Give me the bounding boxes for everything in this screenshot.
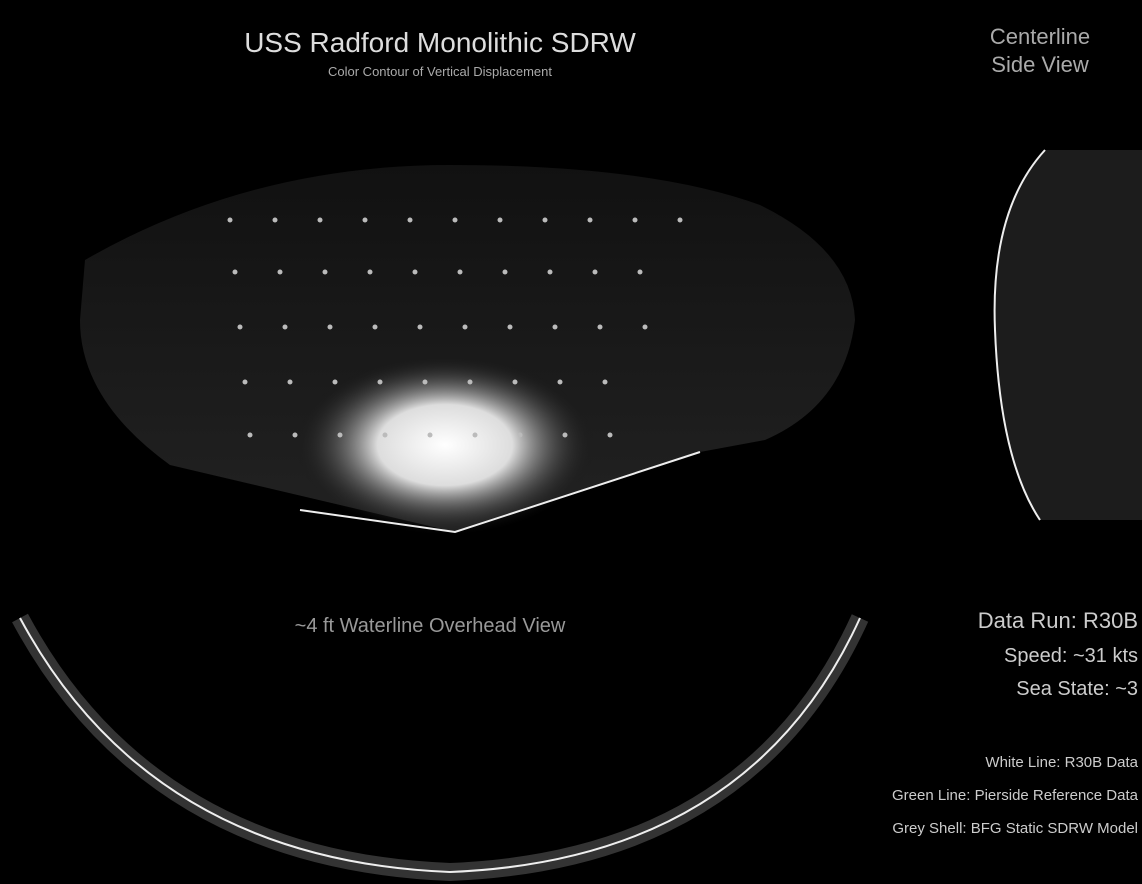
run-info: Data Run: R30B xyxy=(978,608,1138,633)
sensor-point xyxy=(368,270,373,275)
side-view-label: Centerline xyxy=(990,24,1090,49)
sensor-point xyxy=(323,270,328,275)
sensor-point xyxy=(513,380,518,385)
overhead-label: ~4 ft Waterline Overhead View xyxy=(295,615,566,637)
sensor-point xyxy=(413,270,418,275)
sensor-point xyxy=(558,380,563,385)
side-view-shell xyxy=(995,150,1142,520)
sensor-point xyxy=(228,218,233,223)
sensor-point xyxy=(643,325,648,330)
sensor-point xyxy=(238,325,243,330)
sensor-point xyxy=(453,218,458,223)
sensor-point xyxy=(543,218,548,223)
legend-entry: Grey Shell: BFG Static SDRW Model xyxy=(892,820,1138,837)
subtitle: Color Contour of Vertical Displacement xyxy=(328,64,552,79)
sensor-point xyxy=(373,325,378,330)
page: USS Radford Monolithic SDRW Color Contou… xyxy=(0,0,1142,884)
sensor-point xyxy=(468,380,473,385)
sensor-point xyxy=(603,380,608,385)
sensor-point xyxy=(243,380,248,385)
sensor-point xyxy=(318,218,323,223)
sensor-point xyxy=(278,270,283,275)
sensor-point xyxy=(678,218,683,223)
run-info: Speed: ~31 kts xyxy=(1004,645,1138,667)
sensor-point xyxy=(548,270,553,275)
sensor-point xyxy=(338,433,343,438)
sensor-point xyxy=(503,270,508,275)
sensor-point xyxy=(423,380,428,385)
sensor-point xyxy=(633,218,638,223)
sensor-point xyxy=(553,325,558,330)
sensor-point xyxy=(418,325,423,330)
sensor-point xyxy=(363,218,368,223)
sensor-point xyxy=(248,433,253,438)
sensor-point xyxy=(638,270,643,275)
run-info: Sea State: ~3 xyxy=(1016,678,1138,700)
sensor-point xyxy=(328,325,333,330)
sensor-point xyxy=(563,433,568,438)
side-view-label: Side View xyxy=(991,52,1089,77)
displacement-contour xyxy=(295,355,595,535)
sensor-point xyxy=(498,218,503,223)
legend-entry: White Line: R30B Data xyxy=(985,754,1138,771)
sensor-point xyxy=(593,270,598,275)
sensor-point xyxy=(383,433,388,438)
sensor-point xyxy=(408,218,413,223)
sensor-point xyxy=(428,433,433,438)
visualization: USS Radford Monolithic SDRW Color Contou… xyxy=(0,0,1142,884)
sensor-point xyxy=(288,380,293,385)
sensor-point xyxy=(473,433,478,438)
sensor-point xyxy=(588,218,593,223)
sensor-point xyxy=(333,380,338,385)
sensor-point xyxy=(598,325,603,330)
sensor-point xyxy=(283,325,288,330)
title: USS Radford Monolithic SDRW xyxy=(244,27,636,58)
sensor-point xyxy=(273,218,278,223)
sensor-point xyxy=(608,433,613,438)
sensor-point xyxy=(508,325,513,330)
sensor-point xyxy=(293,433,298,438)
sensor-point xyxy=(518,433,523,438)
sensor-point xyxy=(378,380,383,385)
sensor-point xyxy=(233,270,238,275)
sensor-point xyxy=(458,270,463,275)
sensor-point xyxy=(463,325,468,330)
legend-entry: Green Line: Pierside Reference Data xyxy=(892,787,1139,804)
